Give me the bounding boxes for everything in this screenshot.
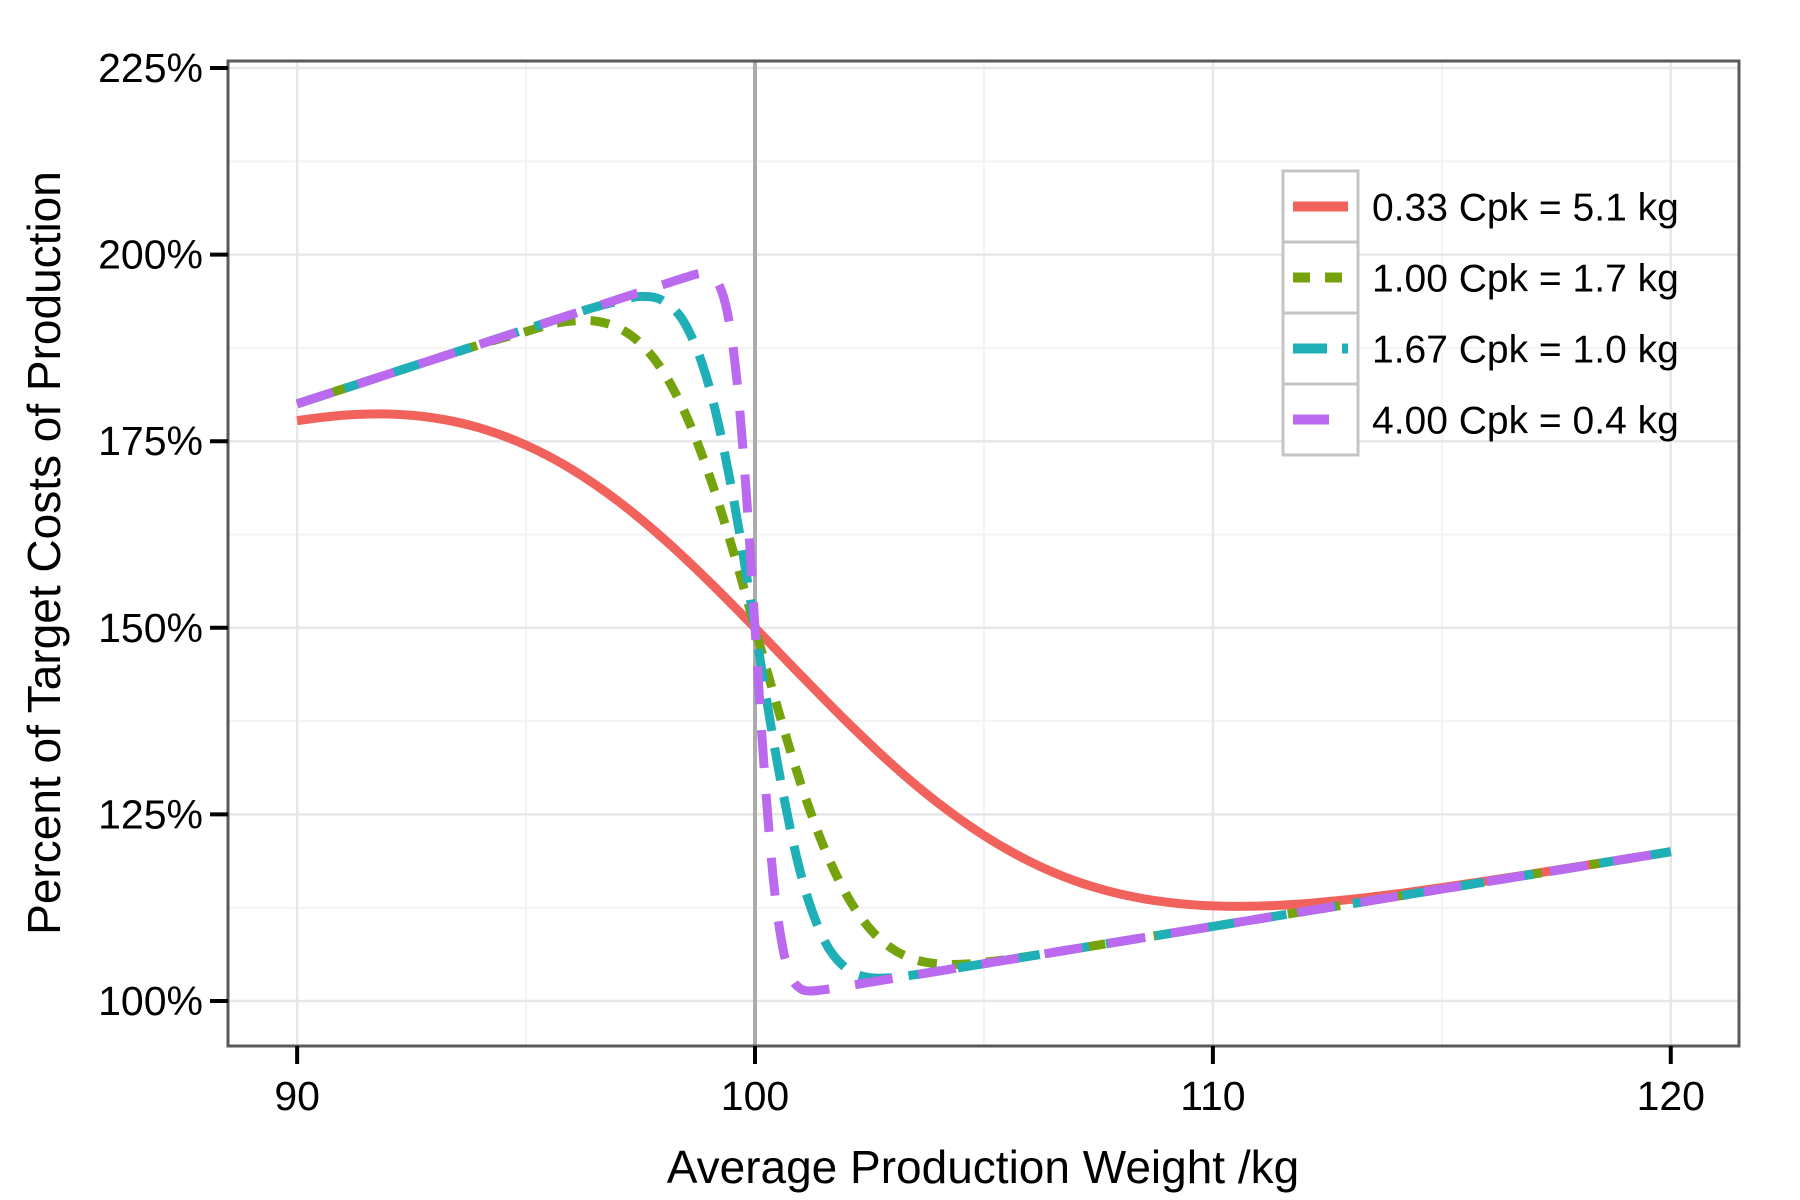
y-tick-label: 125% — [98, 791, 203, 837]
legend: 0.33 Cpk = 5.1 kg 1.00 Cpk = 1.7 kg 1.67 C… — [1281, 169, 1679, 457]
x-tick-label: 120 — [1637, 1073, 1705, 1119]
legend-label-3: 4.00 Cpk = 0.4 kg — [1372, 400, 1679, 443]
y-tick-label: 200% — [98, 232, 203, 278]
panel-border — [226, 59, 1741, 1048]
y-tick-label: 175% — [98, 418, 203, 464]
x-tick-label: 110 — [1180, 1073, 1245, 1119]
axis-ticks — [210, 66, 1673, 1064]
legend-label-0: 0.33 Cpk = 5.1 kg — [1372, 187, 1679, 230]
series-curve-3 — [295, 268, 1672, 996]
legend-label-2: 1.67 Cpk = 1.0 kg — [1372, 329, 1679, 372]
y-tick-label: 150% — [98, 605, 203, 651]
y-axis-title: Percent of Target Costs of Production — [18, 171, 70, 935]
y-tick-label: 100% — [98, 978, 203, 1024]
x-tick-label: 90 — [274, 1073, 320, 1119]
x-tick-label: 100 — [721, 1073, 789, 1119]
panel-border-rect — [226, 59, 1741, 1048]
minor-gridlines — [228, 61, 1739, 1046]
data-series-curves — [295, 268, 1672, 996]
x-axis-title: Average Production Weight /kg — [667, 1141, 1299, 1193]
axis-tick-labels: 90 100 110 120 100% 125% 150% 175% 200% 225% — [98, 45, 1705, 1119]
y-tick-label: 225% — [98, 45, 203, 91]
legend-label-1: 1.00 Cpk = 1.7 kg — [1372, 258, 1679, 301]
